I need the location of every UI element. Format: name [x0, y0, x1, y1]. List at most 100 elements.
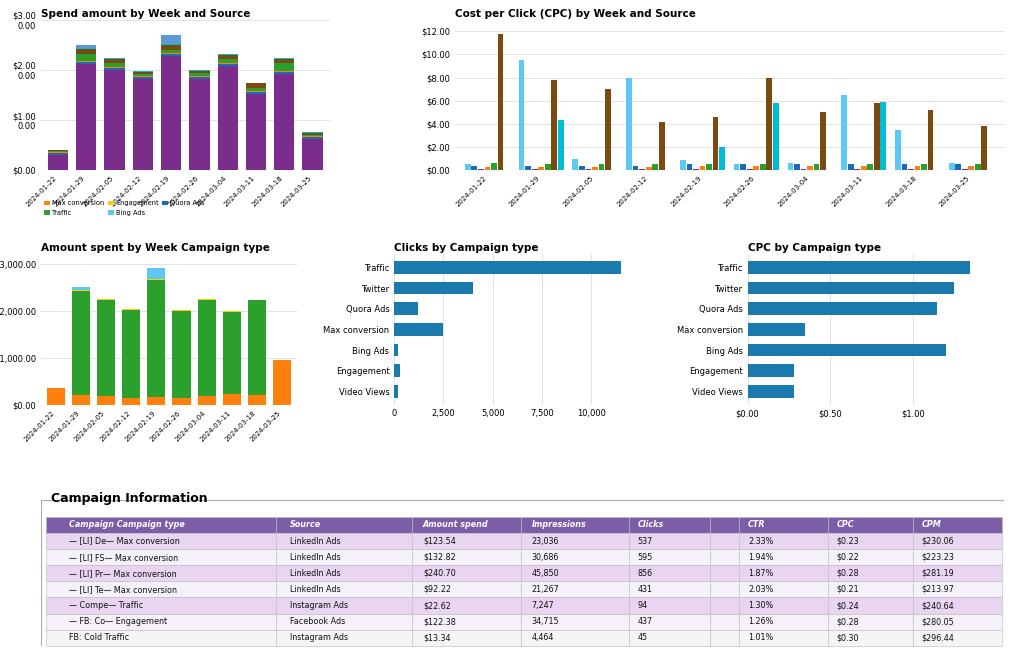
Bar: [699, 165, 706, 170]
Bar: [217, 64, 238, 66]
Bar: [104, 63, 125, 67]
Text: Spend amount by Week and Source: Spend amount by Week and Source: [41, 9, 250, 19]
Bar: [969, 165, 974, 170]
Bar: [746, 169, 753, 170]
Bar: [740, 164, 746, 170]
Bar: [72, 291, 90, 395]
Bar: [807, 165, 813, 170]
Bar: [246, 84, 266, 88]
Bar: [222, 311, 241, 312]
Bar: [72, 395, 90, 405]
Bar: [76, 45, 96, 48]
Bar: [189, 73, 210, 76]
Bar: [272, 360, 291, 405]
Bar: [172, 310, 190, 311]
Bar: [719, 147, 725, 170]
Bar: [686, 164, 692, 170]
Bar: [949, 163, 954, 170]
Text: Cost per Click (CPC) by Week and Source: Cost per Click (CPC) by Week and Source: [455, 9, 696, 19]
Bar: [76, 61, 96, 62]
Bar: [801, 169, 806, 170]
Bar: [274, 63, 295, 71]
Bar: [302, 132, 323, 135]
Bar: [646, 167, 651, 170]
Text: Amount spent by Week Campaign type: Amount spent by Week Campaign type: [41, 243, 270, 254]
Bar: [147, 280, 166, 397]
Bar: [748, 323, 805, 336]
Bar: [97, 299, 116, 300]
Bar: [302, 136, 323, 137]
Bar: [633, 165, 639, 170]
Bar: [248, 395, 266, 405]
Bar: [914, 165, 921, 170]
Bar: [76, 62, 96, 64]
Bar: [962, 169, 968, 170]
Bar: [72, 287, 90, 290]
Bar: [471, 165, 477, 170]
Bar: [246, 88, 266, 91]
Bar: [161, 56, 181, 170]
Bar: [848, 164, 854, 170]
Bar: [592, 167, 598, 170]
Bar: [161, 45, 181, 50]
Bar: [881, 102, 886, 170]
Bar: [122, 309, 140, 310]
Bar: [104, 68, 125, 70]
Bar: [484, 167, 490, 170]
Bar: [551, 80, 557, 170]
Bar: [48, 150, 69, 151]
Bar: [794, 164, 800, 170]
Bar: [955, 164, 962, 170]
Bar: [861, 165, 866, 170]
Bar: [189, 76, 210, 77]
Bar: [161, 53, 181, 54]
Bar: [198, 299, 216, 300]
Bar: [133, 74, 153, 76]
Bar: [734, 164, 739, 170]
Bar: [525, 165, 531, 170]
Bar: [302, 137, 323, 139]
Bar: [901, 164, 907, 170]
Bar: [76, 64, 96, 170]
Bar: [842, 95, 847, 170]
Bar: [217, 55, 238, 59]
Bar: [161, 54, 181, 56]
Text: Campaign Information: Campaign Information: [50, 492, 207, 505]
Bar: [478, 169, 483, 170]
Bar: [394, 364, 400, 377]
Bar: [707, 164, 712, 170]
Bar: [222, 312, 241, 395]
Bar: [104, 59, 125, 63]
Bar: [652, 164, 658, 170]
Bar: [680, 159, 686, 170]
Bar: [274, 71, 295, 72]
Bar: [760, 164, 766, 170]
Bar: [531, 169, 538, 170]
Bar: [394, 323, 443, 336]
Bar: [975, 164, 981, 170]
Bar: [222, 395, 241, 405]
Bar: [639, 169, 645, 170]
Bar: [394, 281, 473, 295]
Bar: [539, 167, 544, 170]
Bar: [605, 89, 611, 170]
Text: Clicks by Campaign type: Clicks by Campaign type: [394, 243, 539, 254]
Bar: [274, 74, 295, 170]
Bar: [161, 36, 181, 44]
Bar: [748, 343, 946, 357]
Bar: [147, 279, 166, 280]
Bar: [104, 70, 125, 170]
Bar: [246, 94, 266, 170]
Bar: [217, 63, 238, 64]
Bar: [854, 169, 860, 170]
Bar: [189, 71, 210, 73]
Bar: [72, 290, 90, 291]
Bar: [147, 397, 166, 405]
Bar: [748, 302, 937, 315]
Bar: [133, 79, 153, 170]
FancyBboxPatch shape: [41, 500, 1004, 646]
Bar: [814, 164, 819, 170]
Bar: [217, 59, 238, 63]
Bar: [394, 261, 621, 273]
Bar: [47, 388, 66, 405]
